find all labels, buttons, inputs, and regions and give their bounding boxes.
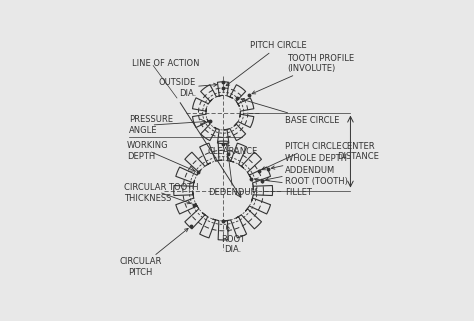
Text: LINE OF ACTION: LINE OF ACTION <box>132 59 199 68</box>
Text: OUTSIDE
DIA.: OUTSIDE DIA. <box>159 78 217 98</box>
Text: CIRCULAR
PITCH: CIRCULAR PITCH <box>119 229 188 277</box>
Text: ROOT (TOOTH)
FILLET: ROOT (TOOTH) FILLET <box>255 177 348 196</box>
Text: PITCH CIRCLE: PITCH CIRCLE <box>226 41 307 86</box>
Text: CENTER
DISTANCE: CENTER DISTANCE <box>337 142 379 161</box>
Text: CIRCULAR TOOTH
THICKNESS: CIRCULAR TOOTH THICKNESS <box>124 183 199 204</box>
Text: ROOT
DIA.: ROOT DIA. <box>221 226 245 254</box>
Text: BASE CIRCLE: BASE CIRCLE <box>241 98 339 125</box>
Text: PITCH CIRCLE: PITCH CIRCLE <box>262 142 342 170</box>
Text: TOOTH PROFILE
(INVOLUTE): TOOTH PROFILE (INVOLUTE) <box>252 54 355 94</box>
Text: CLEARANCE: CLEARANCE <box>208 144 258 156</box>
Text: ADDENDUM: ADDENDUM <box>266 166 335 181</box>
Text: DEDENDUM: DEDENDUM <box>208 158 258 197</box>
Text: WHOLE DEPTH: WHOLE DEPTH <box>271 154 347 169</box>
Text: WORKING
DEPTH: WORKING DEPTH <box>127 141 168 161</box>
Text: PRESSURE
ANGLE: PRESSURE ANGLE <box>129 115 173 135</box>
